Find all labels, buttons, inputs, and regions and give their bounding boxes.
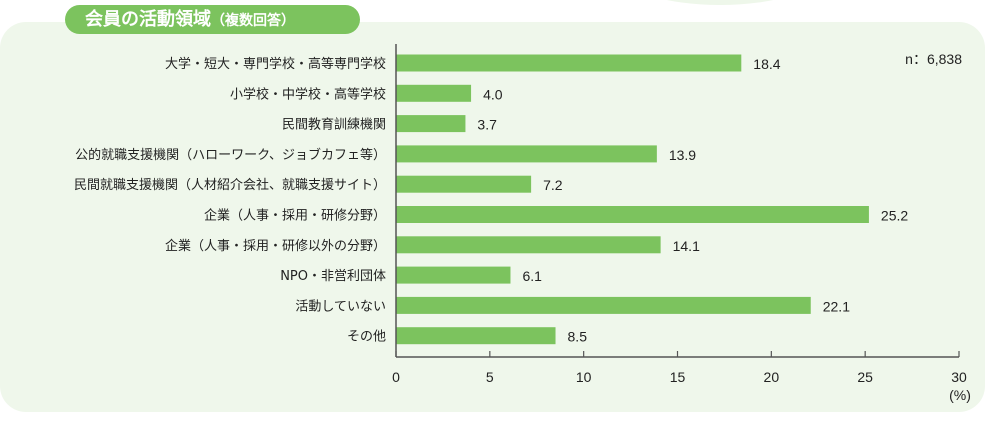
bar (396, 206, 869, 223)
category-label: 大学・短大・専門学校・高等専門学校 (165, 56, 386, 72)
x-tick-label: 25 (857, 369, 873, 385)
data-label: 3.7 (477, 117, 497, 133)
sample-size-note: n：6,838 (905, 51, 962, 67)
category-label: 企業（人事・採用・研修以外の分野） (165, 238, 386, 254)
chart-title: 会員の活動領域（複数回答） (65, 5, 360, 34)
x-tick-label: 10 (576, 369, 592, 385)
bar (396, 236, 661, 254)
category-label: NPO・非営利団体 (280, 269, 386, 284)
bar (396, 296, 811, 314)
category-label: 民間教育訓練機関 (282, 117, 386, 133)
category-label: 企業（人事・採用・研修分野） (204, 208, 386, 224)
category-label: 民間就職支援機関（人材紹介会社、就職支援サイト） (74, 177, 386, 193)
data-label: 7.2 (543, 177, 563, 193)
bar (396, 84, 472, 102)
bar (396, 175, 532, 193)
category-label: 小学校・中学校・高等学校 (230, 86, 386, 102)
data-label: 8.5 (568, 329, 588, 345)
data-label: 6.1 (522, 268, 542, 284)
data-label: 18.4 (753, 56, 780, 72)
x-tick-label: 20 (764, 369, 780, 385)
x-axis-unit: (%) (949, 387, 971, 403)
bar (396, 145, 657, 163)
bar (396, 115, 466, 133)
category-label: その他 (347, 330, 386, 345)
x-tick-label: 0 (392, 369, 400, 385)
data-label: 4.0 (483, 86, 503, 102)
x-tick-label: 30 (951, 369, 967, 385)
decorative-arc (620, 0, 820, 5)
title-note: （複数回答） (211, 13, 295, 29)
category-label: 活動していない (295, 299, 386, 314)
bar (396, 266, 511, 284)
data-label: 14.1 (673, 238, 700, 254)
x-tick-label: 5 (486, 369, 494, 385)
bar (396, 54, 742, 72)
data-label: 13.9 (669, 147, 696, 163)
data-label: 22.1 (823, 298, 850, 314)
bar (396, 327, 556, 345)
category-label: 公的就職支援機関（ハローワーク、ジョブカフェ等） (75, 147, 386, 163)
title-text: 会員の活動領域 (85, 9, 211, 30)
x-tick-label: 15 (670, 369, 686, 385)
data-label: 25.2 (881, 208, 908, 224)
